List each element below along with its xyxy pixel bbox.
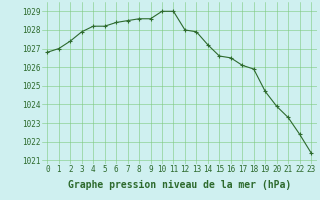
X-axis label: Graphe pression niveau de la mer (hPa): Graphe pression niveau de la mer (hPa) <box>68 180 291 190</box>
